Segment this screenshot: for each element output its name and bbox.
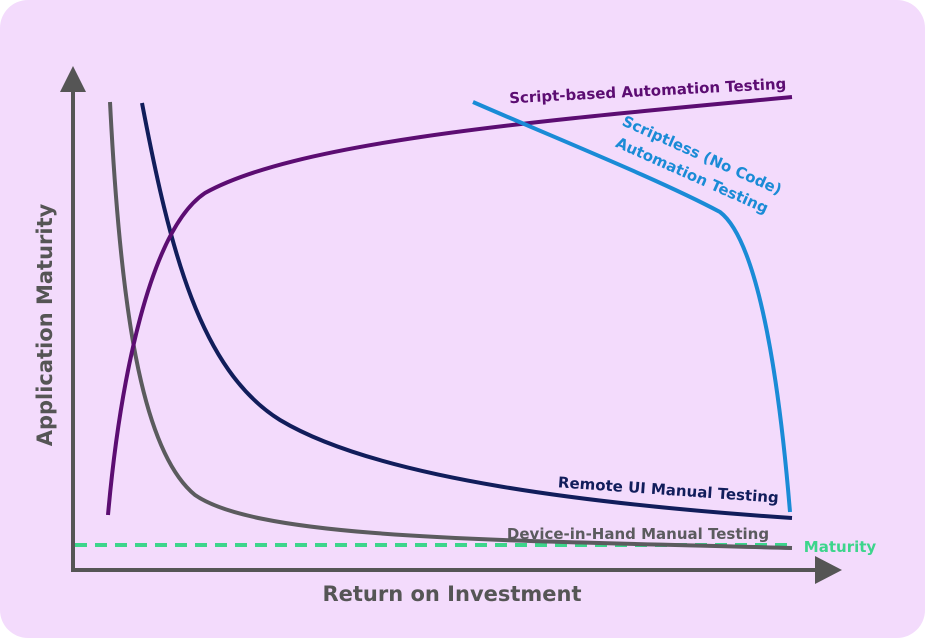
device-in-hand-curve bbox=[108, 101, 793, 550]
curve-label: Maturity bbox=[804, 538, 877, 556]
script-based-curve bbox=[106, 95, 793, 516]
y-axis-label: Application Maturity bbox=[33, 203, 57, 446]
scriptless-curve bbox=[472, 100, 792, 513]
curve-label: Device-in-Hand Manual Testing bbox=[507, 525, 769, 543]
y-axis-arrow bbox=[60, 66, 86, 92]
x-axis-label: Return on Investment bbox=[322, 582, 581, 606]
x-axis-arrow bbox=[815, 556, 842, 584]
remote-ui-curve bbox=[140, 102, 793, 520]
